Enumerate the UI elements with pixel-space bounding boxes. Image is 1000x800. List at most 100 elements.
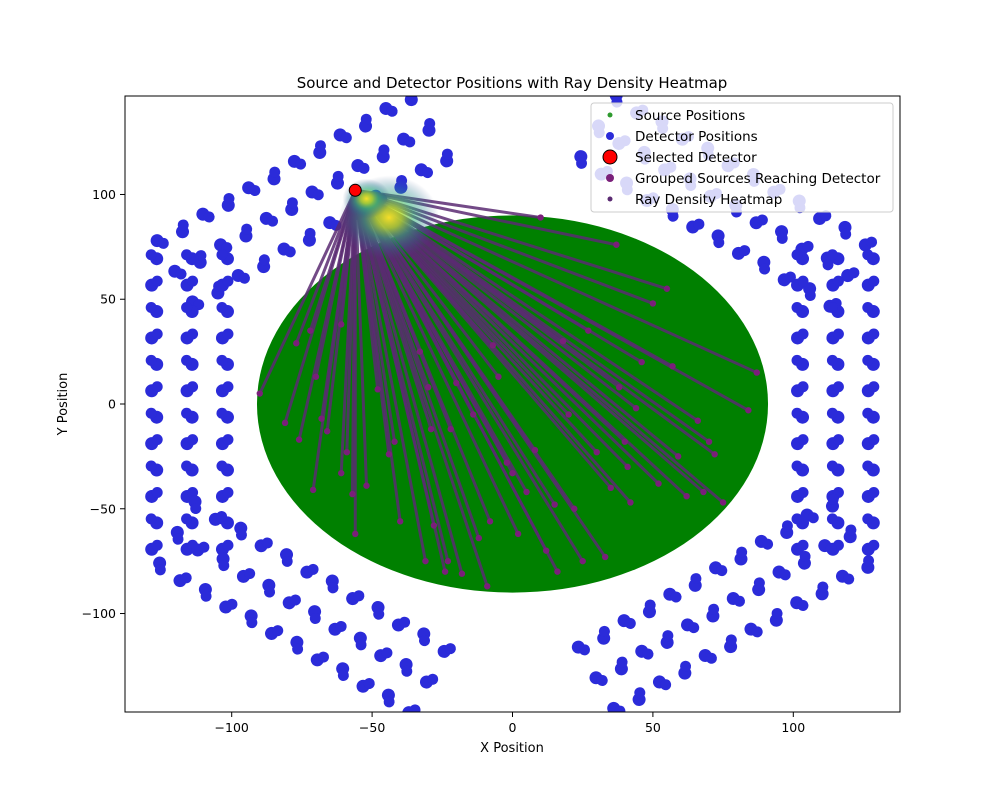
- grouped-source-point: [632, 404, 640, 412]
- detector-point: [791, 460, 803, 472]
- detector-point: [817, 581, 829, 593]
- detector-point: [363, 678, 375, 690]
- grouped-source-point: [531, 446, 539, 454]
- detector-point: [145, 513, 157, 525]
- grouped-source-point: [705, 438, 713, 445]
- ray-density-core: [342, 178, 391, 219]
- legend-item: Detector Positions: [606, 129, 758, 145]
- detector-point: [708, 603, 720, 615]
- grouped-source-point: [663, 285, 671, 292]
- detector-point: [693, 218, 705, 230]
- grouped-source-point: [469, 411, 477, 418]
- detector-point: [264, 586, 276, 598]
- detector-point: [312, 189, 324, 201]
- detector-point: [187, 486, 199, 498]
- y-tick-label: −50: [90, 501, 116, 516]
- detector-point: [680, 660, 692, 672]
- detector-point: [284, 246, 296, 258]
- detector-point: [177, 219, 189, 231]
- detector-point: [314, 140, 326, 152]
- detector-point: [690, 573, 702, 585]
- source-positions-region: [256, 215, 769, 593]
- detector-point: [826, 249, 838, 261]
- detector-point: [307, 563, 319, 575]
- detector-point: [327, 582, 339, 594]
- detector-point: [576, 157, 588, 169]
- legend-marker: [607, 112, 613, 118]
- grouped-source-point: [363, 482, 370, 489]
- grouped-source-point: [745, 407, 752, 414]
- detector-point: [705, 652, 717, 664]
- legend-label: Ray Density Heatmap: [635, 192, 782, 208]
- grouped-source-point: [559, 337, 567, 345]
- detector-point: [353, 590, 365, 602]
- detector-point: [753, 577, 765, 589]
- detector-point: [634, 687, 646, 699]
- grouped-source-point: [484, 583, 491, 590]
- grouped-source-point: [281, 419, 289, 427]
- detector-point: [802, 240, 814, 252]
- legend-item: Grouped Sources Reaching Detector: [606, 171, 881, 187]
- grouped-source-point: [444, 557, 452, 565]
- legend-label: Source Positions: [635, 108, 745, 124]
- detector-point: [216, 302, 228, 314]
- grouped-source-point: [441, 568, 449, 575]
- legend-label: Selected Detector: [635, 150, 757, 166]
- detector-point: [776, 232, 788, 244]
- detector-point: [797, 434, 809, 446]
- grouped-source-point: [719, 499, 727, 506]
- detector-point: [222, 486, 234, 498]
- detector-point: [399, 616, 411, 628]
- detector-point: [862, 407, 874, 419]
- grouped-source-point: [309, 486, 317, 494]
- grouped-source-point: [571, 505, 578, 512]
- detector-point: [187, 328, 199, 340]
- detector-point: [295, 158, 307, 170]
- detector-point: [797, 328, 809, 340]
- detector-point: [797, 381, 809, 393]
- detector-point: [843, 573, 855, 585]
- detector-point: [756, 214, 768, 226]
- detector-point: [261, 537, 273, 549]
- grouped-source-point: [554, 568, 561, 575]
- detector-point: [791, 407, 803, 419]
- grouped-source-point: [551, 501, 558, 508]
- detector-point: [145, 249, 157, 261]
- detector-point: [862, 354, 874, 366]
- detector-point: [804, 289, 816, 301]
- detector-point: [216, 511, 228, 523]
- detector-point: [309, 612, 321, 624]
- grouped-source-point: [509, 469, 516, 477]
- detector-point: [249, 185, 261, 197]
- grouped-source-point: [427, 425, 435, 433]
- legend-label: Detector Positions: [635, 129, 758, 145]
- grouped-source-point: [323, 428, 331, 435]
- detector-point: [180, 572, 192, 584]
- detector-point: [826, 354, 838, 366]
- legend-item: Ray Density Heatmap: [607, 192, 782, 208]
- detector-point: [181, 460, 193, 472]
- detector-point: [332, 170, 344, 182]
- detector-point: [441, 148, 453, 160]
- grouped-source-point: [416, 348, 424, 355]
- detector-point: [269, 166, 281, 178]
- grouped-source-point: [579, 557, 586, 565]
- x-tick-label: 100: [781, 720, 805, 735]
- detector-point: [222, 381, 234, 393]
- detector-point: [797, 539, 809, 551]
- detector-point: [662, 630, 674, 642]
- detector-point: [216, 460, 228, 472]
- detector-point: [614, 705, 626, 712]
- grouped-source-point: [396, 518, 404, 525]
- detector-point: [868, 486, 880, 498]
- detector-point: [596, 674, 608, 686]
- legend-box: [590, 102, 894, 213]
- detector-point: [784, 271, 796, 283]
- detector-point: [404, 136, 416, 148]
- detector-point: [222, 328, 234, 340]
- legend: Source Positions Detector Positions Select…: [590, 102, 894, 213]
- detector-point: [751, 626, 763, 638]
- detector-point: [779, 569, 791, 581]
- detector-point: [358, 162, 370, 174]
